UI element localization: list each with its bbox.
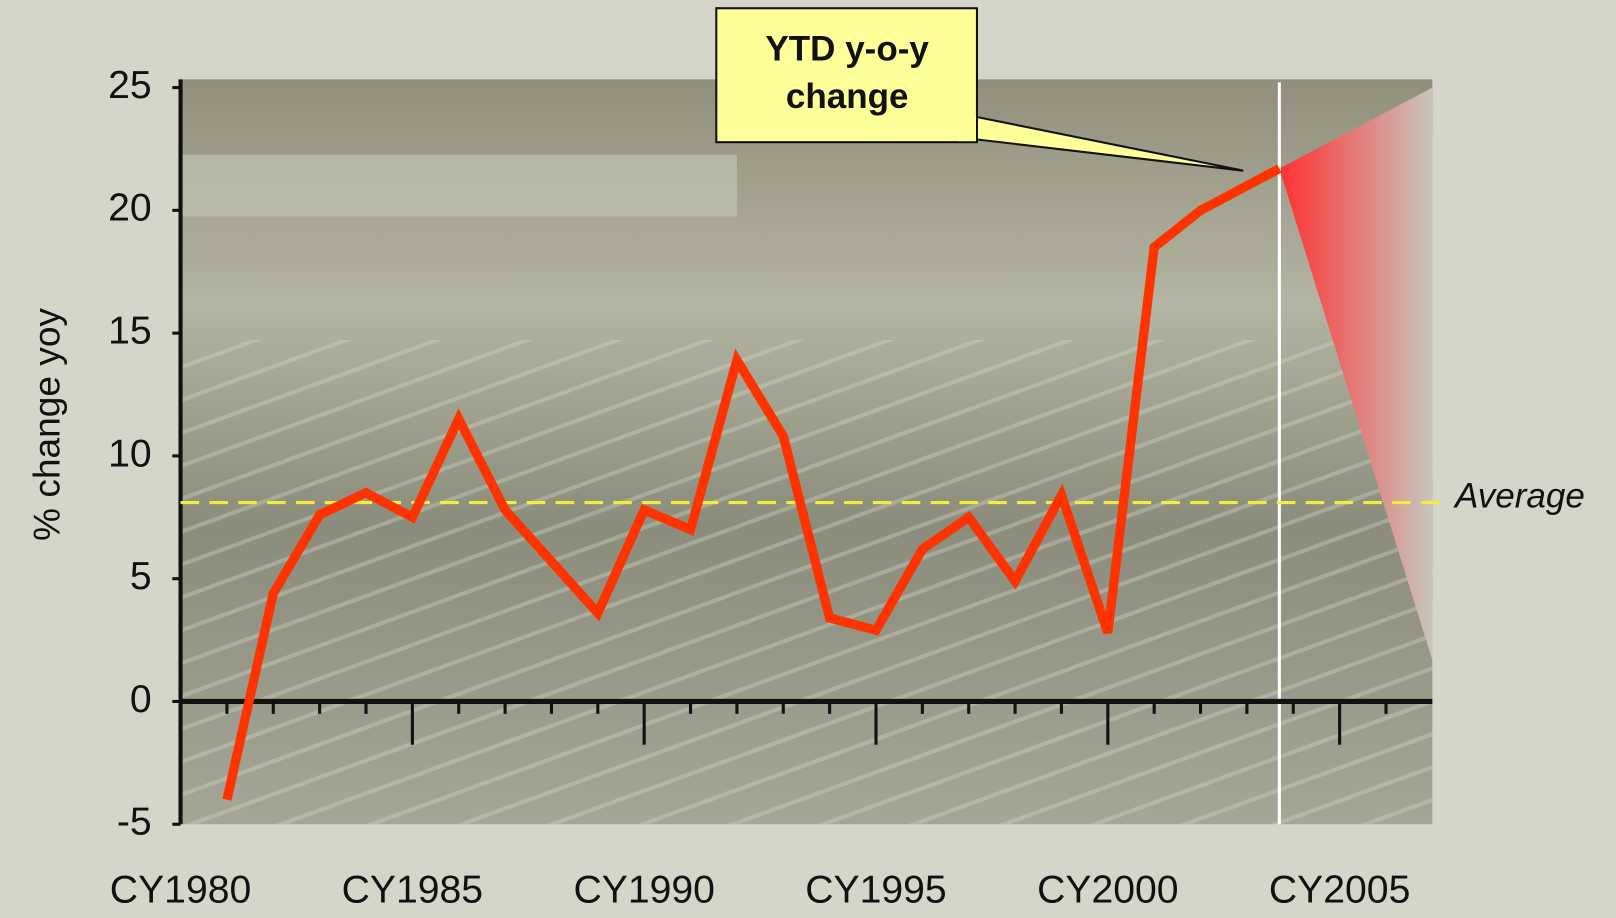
- average-label: Average: [1453, 477, 1585, 516]
- plot-texture: [180, 340, 1433, 825]
- y-tick-label: 25: [108, 64, 152, 107]
- x-tick-label: CY1985: [342, 869, 483, 912]
- forecast-fan: [1279, 87, 1433, 661]
- y-tick-label: 0: [130, 678, 152, 721]
- y-tick-label: 5: [130, 555, 152, 598]
- callout-box: [715, 7, 978, 144]
- y-tick-label: 20: [108, 187, 152, 230]
- x-tick-label: CY1995: [805, 869, 946, 912]
- callout-text: YTD y-o-y change: [765, 30, 929, 116]
- plot-texture: [180, 154, 737, 217]
- callout-cover: [958, 115, 976, 142]
- data-line: [222, 164, 1282, 801]
- x-tick-label: CY2005: [1269, 869, 1410, 912]
- y-tick-label: 10: [108, 432, 152, 475]
- y-axis-title: % change yoy: [25, 308, 67, 541]
- y-tick-label: 15: [108, 309, 152, 352]
- x-tick-label: CY1990: [573, 869, 714, 912]
- x-tick-label: CY1980: [110, 869, 251, 912]
- y-tick-label: -5: [117, 801, 152, 844]
- x-tick-label: CY2000: [1037, 869, 1178, 912]
